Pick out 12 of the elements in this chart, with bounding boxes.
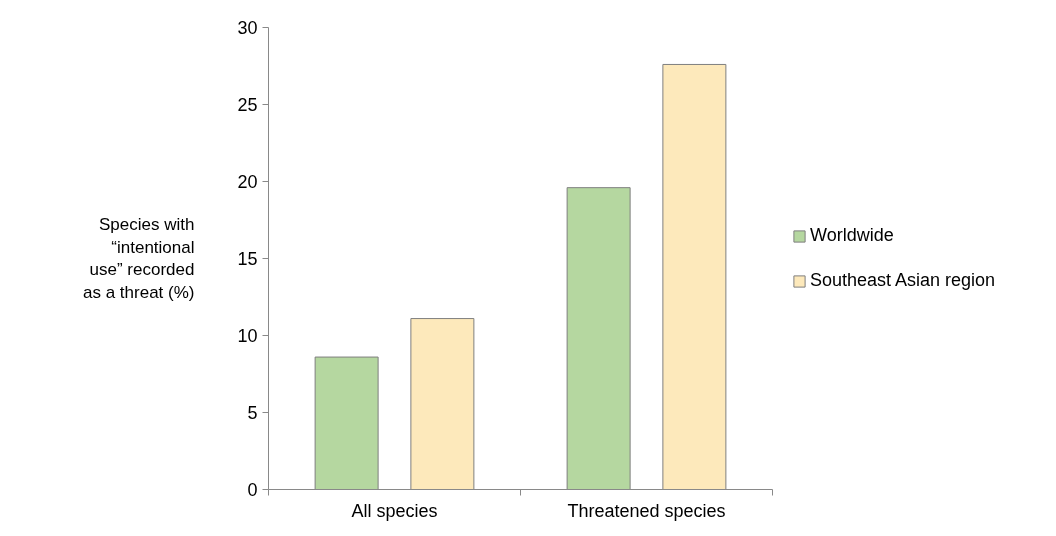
- legend-label: Southeast Asian region: [810, 270, 996, 291]
- y-tick-label: 10: [237, 326, 258, 346]
- legend-label: Worldwide: [810, 225, 894, 246]
- y-tick-label: 30: [237, 18, 258, 38]
- x-tick-label: All species: [351, 500, 438, 521]
- y-tick-label: 20: [237, 172, 258, 192]
- y-tick-label: 15: [237, 249, 258, 269]
- x-tick-label: Threatened species: [567, 500, 726, 521]
- y-axis-title: Species with “intentional use” recorded as a threat (%): [82, 214, 195, 303]
- y-tick-label: 5: [247, 403, 258, 423]
- y-tick-label: 25: [237, 95, 258, 115]
- y-tick-label: 0: [247, 480, 258, 500]
